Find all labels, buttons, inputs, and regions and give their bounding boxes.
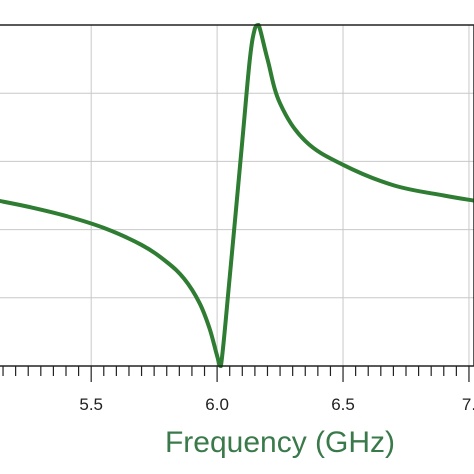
x-tick-label: 6.5 xyxy=(331,395,355,414)
series-line xyxy=(0,23,474,368)
plot-frame xyxy=(0,24,474,367)
x-tick-label: 7. xyxy=(462,395,474,414)
x-axis-title: Frequency (GHz) xyxy=(165,426,395,459)
x-tick-label: 6.0 xyxy=(205,395,229,414)
x-axis-tick-labels: 5.5 6.0 6.5 7. xyxy=(79,395,474,414)
x-tick-label: 5.5 xyxy=(79,395,103,414)
x-axis-ticks xyxy=(2,366,470,382)
